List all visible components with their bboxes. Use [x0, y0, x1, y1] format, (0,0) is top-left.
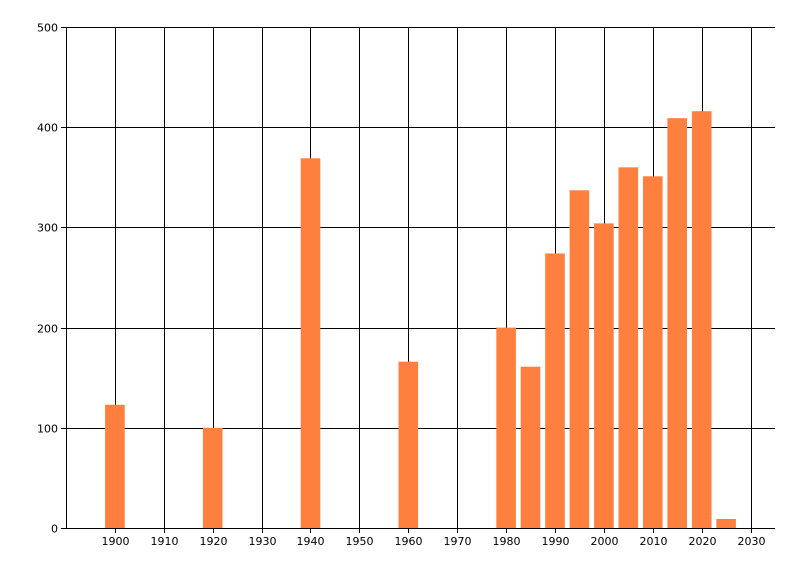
x-tick-label: 1990	[542, 535, 570, 548]
x-tick-label: 1980	[493, 535, 521, 548]
bar-2005	[618, 167, 639, 529]
bar-2000	[594, 223, 614, 528]
y-tick-label: 400	[37, 122, 58, 135]
bar-2010	[643, 176, 663, 529]
y-tick-label: 0	[51, 523, 58, 536]
y-tick-label: 200	[37, 323, 58, 336]
x-axis-tick-labels: 1900 1910 1920 1930 1940 1950 1960 1970 1980 1990…	[102, 535, 766, 548]
bar-2020	[691, 111, 712, 528]
bar-1985	[520, 366, 541, 528]
x-tick-label: 1930	[249, 535, 277, 548]
y-axis-tick-labels: 0 100 200 300 400 500	[37, 22, 58, 536]
x-tick-label: 1960	[395, 535, 423, 548]
x-tick-label: 2010	[640, 535, 668, 548]
bar-2015	[667, 118, 687, 528]
bar-1960	[398, 361, 419, 528]
axes	[61, 27, 775, 533]
bar-1995	[569, 190, 590, 529]
x-tick-label: 2000	[591, 535, 619, 548]
x-tick-label: 1940	[297, 535, 325, 548]
x-tick-label: 1950	[346, 535, 374, 548]
bars	[105, 111, 736, 529]
x-tick-label: 1910	[151, 535, 179, 548]
bar-1980	[496, 327, 516, 528]
bar-1900	[105, 404, 125, 528]
bar-2025	[716, 519, 736, 528]
bar-1920	[202, 427, 223, 528]
x-tick-label: 1900	[102, 535, 130, 548]
x-tick-label: 2030	[738, 535, 766, 548]
bar-1990	[545, 253, 565, 528]
y-tick-label: 300	[37, 222, 58, 235]
y-tick-label: 500	[37, 22, 58, 35]
bar-1940	[300, 158, 321, 529]
x-tick-label: 1920	[200, 535, 228, 548]
x-tick-label: 2020	[689, 535, 717, 548]
y-tick-label: 100	[37, 423, 58, 436]
x-tick-label: 1970	[444, 535, 472, 548]
